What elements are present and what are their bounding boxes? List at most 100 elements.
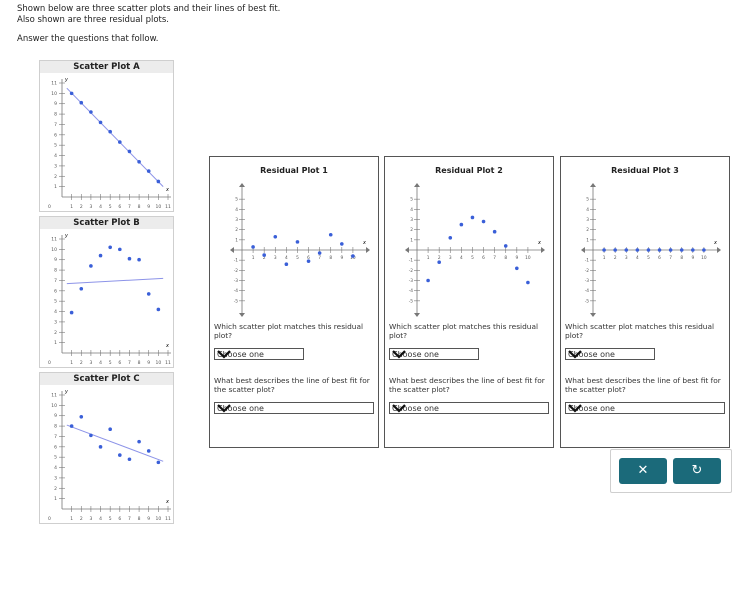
data-point	[69, 91, 74, 96]
residual-plot-3-question-2: What best describes the line of best fit…	[565, 376, 721, 394]
data-point	[156, 179, 161, 184]
data-point	[156, 307, 161, 312]
x-tick-label: 5	[109, 516, 112, 522]
x-axis-label: x	[165, 187, 169, 193]
y-tick-label: 8	[54, 112, 57, 118]
y-tick-label: 4	[586, 207, 589, 213]
residual-point	[602, 248, 606, 252]
y-tick-label: 9	[54, 257, 57, 263]
reset-button[interactable]: ↻	[673, 458, 721, 484]
y-tick-label: -2	[585, 268, 590, 274]
residual-plot-1-chart: 1 2 3 4 5 6 7 8 9 10 -5 -4 -3 -2 -1 1 2 3 4 5 x	[230, 183, 370, 317]
x-tick-label: 4	[636, 255, 639, 261]
residual-plot-3-fit-select[interactable]: Choose one	[565, 402, 725, 414]
x-axis-arrow	[541, 247, 545, 253]
x-axis-label: x	[165, 499, 169, 505]
y-tick-label: 1	[586, 237, 589, 243]
line-of-best-fit	[66, 424, 164, 462]
x-tick-label: 8	[680, 255, 683, 261]
y-tick-label: 5	[586, 197, 589, 203]
residual-point	[273, 234, 278, 239]
residual-plot-3-title: Residual Plot 3	[611, 166, 679, 175]
x-tick-label: 8	[329, 255, 332, 261]
x-tick-label: 1	[70, 204, 73, 210]
residual-point	[284, 262, 289, 267]
scatter-plot-a-title: Scatter Plot A	[40, 61, 173, 73]
instruction-line-2: Also shown are three residual plots.	[17, 15, 170, 25]
line-of-best-fit	[66, 277, 164, 285]
residual-plot-3-chart: 1 2 3 4 5 6 7 8 9 10 -5 -4 -3 -2 -1 1 2 3 4 5 x	[581, 183, 721, 317]
residual-plot-2-question-2: What best describes the line of best fit…	[389, 376, 545, 394]
x-tick-label: 1	[427, 255, 430, 261]
y-tick-label: 1	[54, 340, 57, 346]
residual-plot-2-scatter-select[interactable]: Choose one	[389, 348, 479, 360]
data-point	[127, 149, 132, 154]
data-point	[146, 449, 151, 453]
y-tick-label: 6	[54, 132, 57, 138]
clear-button[interactable]: ✕	[619, 458, 667, 484]
x-tick-label: 6	[658, 255, 661, 261]
residual-point	[635, 248, 640, 252]
y-axis-arrow-down	[239, 313, 245, 317]
y-tick-label: 5	[235, 197, 238, 203]
residual-plot-2-fit-select-value: Choose one	[392, 404, 439, 413]
x-tick-label: 10	[155, 516, 161, 522]
y-axis-arrow-down	[590, 313, 596, 317]
residual-plot-2-chart: 1 2 3 4 5 6 7 8 9 10 -5 -4 -3 -2 -1 1 2 3 4 5 x	[405, 183, 545, 317]
residual-plot-1-scatter-select[interactable]: Choose one	[214, 348, 304, 360]
y-tick-label: 2	[586, 227, 589, 233]
residual-plot-1-question-1: Which scatter plot matches this residual…	[214, 322, 364, 340]
y-tick-label: -5	[409, 298, 414, 304]
residual-plot-2-question-1: Which scatter plot matches this residual…	[389, 322, 539, 340]
residual-plot-1-fit-select[interactable]: Choose one	[214, 402, 374, 414]
y-tick-label: 11	[51, 393, 57, 399]
y-tick-label: 4	[235, 207, 238, 213]
residual-plot-1-scatter-select-value: Choose one	[217, 350, 264, 359]
x-tick-label: 4	[99, 360, 102, 366]
y-tick-label: -5	[585, 298, 590, 304]
instruction-line-3: Answer the questions that follow.	[17, 34, 159, 44]
scatter-plot-c: Scatter Plot C 1 1 2 2 3 3 4 4 5 5 6 6 7 7 8 8 9 9 10 10 11 1…	[39, 372, 174, 524]
x-tick-label: 5	[647, 255, 650, 261]
x-tick-label: 2	[438, 255, 441, 261]
x-tick-label: 4	[99, 204, 102, 210]
chevron-down-icon	[217, 404, 231, 413]
y-tick-label: 7	[54, 434, 57, 440]
residual-point	[515, 266, 519, 271]
residual-plot-1-fit-select-value: Choose one	[217, 404, 264, 413]
x-tick-label: 11	[165, 204, 171, 210]
x-tick-label: 11	[165, 516, 171, 522]
residual-point	[470, 215, 475, 220]
residual-plot-3-panel: Residual Plot 3 1 2 3 4 5 6 7 8 9 10 -5 -4 -3 -2 -1 1 2 3…	[560, 156, 730, 448]
residual-point	[340, 242, 344, 246]
x-tick-label: 10	[155, 204, 161, 210]
residual-point	[691, 248, 695, 252]
data-point	[89, 433, 93, 438]
residual-point	[613, 248, 617, 252]
y-tick-label: 5	[54, 455, 57, 461]
x-tick-label: 7	[128, 360, 131, 366]
x-tick-label: 2	[80, 360, 83, 366]
x-tick-label: 5	[109, 204, 112, 210]
data-point	[137, 257, 141, 262]
x-tick-label: 9	[147, 360, 150, 366]
data-point	[137, 159, 141, 164]
residual-point	[459, 222, 464, 227]
residual-plot-3-scatter-select[interactable]: Choose one	[565, 348, 655, 360]
y-tick-label: 2	[410, 227, 413, 233]
x-tick-label: 5	[471, 255, 474, 261]
x-tick-label: 3	[274, 255, 277, 261]
y-tick-label: -3	[409, 278, 414, 284]
y-tick-label: 1	[54, 496, 57, 502]
x-axis-arrow	[717, 247, 721, 253]
residual-plot-2-fit-select[interactable]: Choose one	[389, 402, 549, 414]
y-tick-label: -3	[585, 278, 590, 284]
x-tick-label: 4	[285, 255, 288, 261]
residual-point	[328, 232, 333, 237]
instructions: Shown below are three scatter plots and …	[17, 4, 280, 45]
origin-label: 0	[48, 204, 51, 210]
x-tick-label: 1	[70, 360, 73, 366]
residual-point	[251, 245, 255, 249]
x-tick-label: 6	[118, 516, 121, 522]
x-tick-label: 1	[70, 516, 73, 522]
